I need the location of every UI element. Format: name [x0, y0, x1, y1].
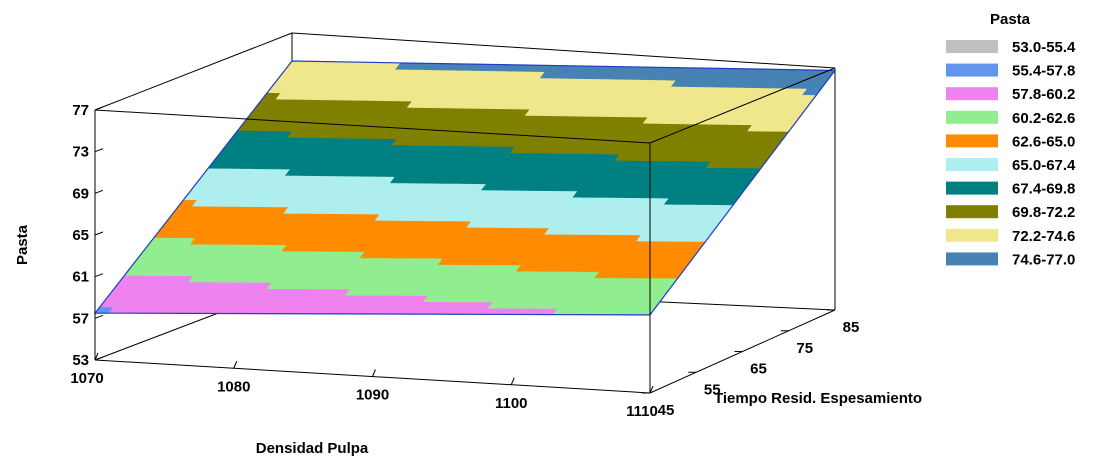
y-tick-label: 45: [658, 402, 675, 419]
legend-label: 67.4-69.8: [1012, 181, 1075, 198]
y-tick-label: 65: [750, 361, 767, 378]
x-tick-mark: [94, 352, 99, 361]
z-tick-mark: [94, 273, 104, 278]
legend-swatch: [946, 158, 998, 171]
z-tick-label: 73: [72, 144, 89, 161]
y-tick-label: 75: [796, 340, 813, 357]
x-tick-label: 1090: [356, 387, 389, 404]
legend-swatch: [946, 40, 998, 53]
z-tick-label: 65: [72, 227, 89, 244]
x-tick-label: 1100: [495, 395, 528, 412]
x-tick-mark: [510, 377, 515, 385]
legend-swatch: [946, 63, 998, 77]
box-edge: [291, 32, 836, 69]
z-tick-mark: [94, 106, 104, 111]
legend-label: 69.8-72.2: [1012, 204, 1075, 221]
legend-label: 65.0-67.4: [1012, 157, 1076, 174]
legend-swatch: [946, 252, 998, 266]
legend-label: 55.4-57.8: [1012, 63, 1075, 80]
box-edge: [94, 32, 293, 111]
x-axis-ticks: 1070 1080 1090 1100 1110: [70, 352, 658, 420]
legend-swatch: [946, 205, 998, 219]
x-tick-label: 1080: [217, 378, 250, 395]
box-edge: [94, 109, 651, 144]
z-tick-label: 77: [72, 102, 89, 119]
legend-title: Pasta: [990, 11, 1031, 28]
legend-swatch: [946, 87, 998, 101]
z-tick-label: 57: [72, 310, 89, 327]
x-tick-label: 1070: [70, 370, 103, 387]
legend-label: 60.2-62.6: [1012, 110, 1075, 127]
surface-bands: [94, 60, 836, 316]
legend-swatch: [946, 181, 998, 195]
y-tick-label: 55: [704, 381, 721, 398]
legend-label: 53.0-55.4: [1012, 39, 1076, 56]
legend-swatch: [946, 110, 998, 124]
legend-label: 57.8-60.2: [1012, 86, 1075, 103]
legend-swatch: [946, 228, 998, 242]
box-edge: [649, 67, 836, 144]
z-tick-mark: [94, 231, 104, 236]
legend: 53.0-55.4 55.4-57.8 57.8-60.2 60.2-62.6 62.6…: [946, 39, 1076, 268]
y-axis-title: Tiempo Resid. Espesamiento: [714, 390, 922, 407]
legend-label: 74.6-77.0: [1012, 251, 1075, 268]
y-tick-label: 85: [843, 319, 860, 336]
x-tick-mark: [649, 385, 654, 394]
z-tick-mark: [94, 189, 104, 194]
z-tick-mark: [94, 356, 104, 361]
legend-label: 72.2-74.6: [1012, 228, 1075, 245]
y-axis-ticks: 45 55 65 75 85: [642, 309, 860, 419]
z-tick-mark: [94, 314, 104, 319]
z-tick-label: 53: [72, 352, 89, 369]
legend-swatch: [946, 134, 998, 148]
x-axis-title: Densidad Pulpa: [256, 440, 369, 457]
legend-label: 62.6-65.0: [1012, 133, 1075, 150]
x-tick-mark: [233, 361, 238, 369]
x-tick-label: 1110: [626, 403, 658, 420]
z-axis-ticks: 53 57 61 65 69 73 77: [72, 102, 104, 369]
z-axis-title: Pasta: [14, 224, 31, 265]
z-tick-mark: [94, 148, 104, 153]
x-tick-mark: [372, 369, 376, 377]
z-tick-label: 61: [72, 269, 89, 286]
z-tick-label: 69: [72, 185, 89, 202]
surface-outline: [93, 60, 837, 316]
